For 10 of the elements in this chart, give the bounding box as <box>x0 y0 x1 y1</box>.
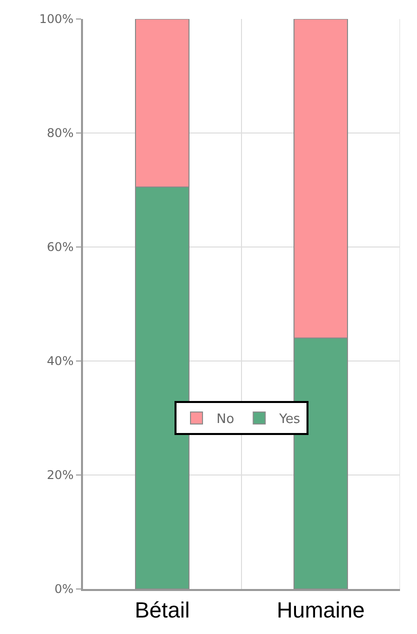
y-tick-label: 100% <box>39 12 74 26</box>
y-tick-label: 60% <box>46 240 74 254</box>
x-tick-label: Bétail <box>134 597 190 622</box>
x-tick-label: Humaine <box>276 597 365 622</box>
legend-label: No <box>216 412 234 428</box>
y-tick-label: 0% <box>54 582 74 596</box>
y-tick-label: 20% <box>46 468 74 482</box>
y-tick-label: 40% <box>46 354 74 368</box>
y-tick-label: 80% <box>46 126 74 140</box>
legend-label: Yes <box>278 412 300 428</box>
